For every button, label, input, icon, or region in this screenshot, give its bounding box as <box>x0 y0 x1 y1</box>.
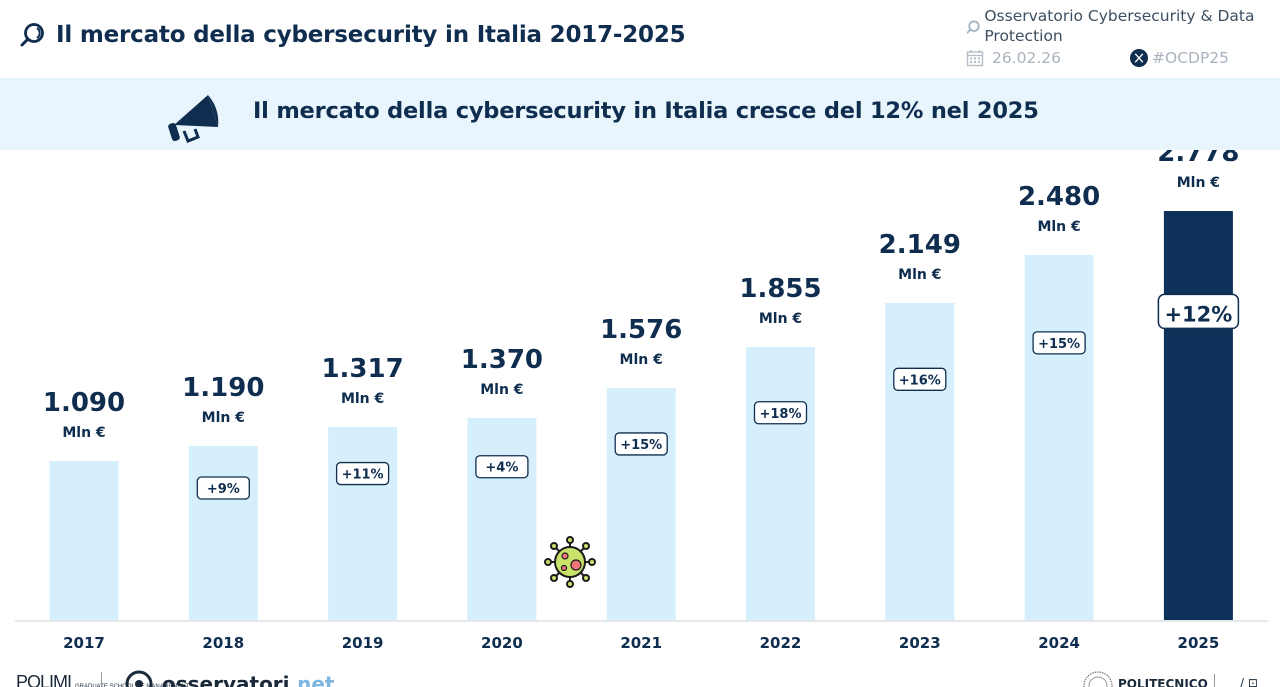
footer-divider <box>1214 674 1215 687</box>
bar-2021 <box>606 388 676 621</box>
growth-badge-2019 <box>335 461 390 486</box>
value-label-2017: 1.090 <box>43 388 125 418</box>
politecnico-seal-icon <box>1083 671 1113 687</box>
politecnico-text: POLITECNICO <box>1118 677 1208 687</box>
bar-2024 <box>1024 255 1094 621</box>
unit-label-2017: Mln € <box>62 425 105 441</box>
x-tick-label-2024: 2024 <box>1038 634 1080 652</box>
megaphone-icon <box>168 95 219 143</box>
event-date: 26.02.26 <box>992 49 1062 67</box>
growth-label-2025: +12% <box>1164 302 1232 326</box>
polimi-subtext: GRADUATE SCHOOL OF MANAGEMENT <box>75 684 190 687</box>
osservatori-text: osservatori <box>162 672 290 687</box>
unit-label-2022: Mln € <box>759 311 802 327</box>
value-label-2021: 1.576 <box>600 315 682 345</box>
growth-badge-2022 <box>753 401 808 425</box>
x-tick-label-2023: 2023 <box>899 634 941 652</box>
footer-divider <box>101 672 102 687</box>
title-group: Il mercato della cybersecurity in Italia… <box>20 22 686 48</box>
bar-chart: 1.090 Mln € 2017 1.190 Mln € 2018 +9% 1.317 Mln … <box>15 150 1268 652</box>
event-meta: Osservatorio Cybersecurity & Data Protec… <box>966 6 1266 67</box>
osservatori-logo: osservatori.net <box>124 669 335 687</box>
x-tick-label-2021: 2021 <box>620 634 662 652</box>
x-tick-label-2018: 2018 <box>202 634 244 652</box>
header: Il mercato della cybersecurity in Italia… <box>0 0 1280 78</box>
growth-label-2020: +4% <box>485 461 518 476</box>
growth-label-2018: +9% <box>207 482 240 497</box>
bar-2020 <box>467 418 537 621</box>
calendar-icon <box>966 50 984 67</box>
growth-badge-2020 <box>475 455 529 479</box>
unit-label-2018: Mln € <box>202 410 245 426</box>
polimi-logo: POLIMI GRADUATE SCHOOL OF MANAGEMENT <box>16 672 189 687</box>
growth-badge-2021 <box>614 432 668 456</box>
bar-2018 <box>188 446 258 621</box>
x-tick-label-2020: 2020 <box>481 634 523 652</box>
unit-label-2020: Mln € <box>480 382 523 398</box>
growth-badge-2025 <box>1157 293 1240 330</box>
polimi-text: POLIMI <box>16 672 72 687</box>
magnifier-icon <box>966 20 980 34</box>
x-tick-label-2022: 2022 <box>760 634 802 652</box>
x-logo-icon[interactable] <box>1130 49 1148 67</box>
unit-label-2019: Mln € <box>341 391 384 407</box>
growth-label-2023: +16% <box>899 373 941 388</box>
value-label-2023: 2.149 <box>879 230 961 260</box>
magnifier-icon <box>20 23 44 47</box>
growth-label-2024: +15% <box>1038 337 1080 352</box>
growth-badge-2018 <box>196 476 250 500</box>
bar-2019 <box>328 427 398 621</box>
bar-2022 <box>746 347 815 621</box>
value-label-2022: 1.855 <box>739 274 821 304</box>
growth-badge-2024 <box>1032 331 1086 355</box>
osservatori-tld: .net <box>289 672 335 687</box>
virus-icon <box>544 536 596 588</box>
growth-label-2022: +18% <box>759 407 801 422</box>
unit-label-2021: Mln € <box>620 352 663 368</box>
hashtag[interactable]: #OCDP25 <box>1152 49 1230 67</box>
page-title: Il mercato della cybersecurity in Italia… <box>56 22 686 48</box>
x-tick-label-2025: 2025 <box>1178 634 1220 652</box>
observatory-name: Osservatorio Cybersecurity & Data Protec… <box>984 7 1255 45</box>
unit-label-2023: Mln € <box>898 267 941 283</box>
osservatori-eye-icon <box>125 670 153 687</box>
growth-label-2019: +11% <box>342 468 384 483</box>
unit-label-2025: Mln € <box>1177 175 1220 191</box>
bar-2023 <box>885 303 955 621</box>
footer: POLIMI GRADUATE SCHOOL OF MANAGEMENT osse… <box>0 668 1280 687</box>
growth-label-2021: +15% <box>620 438 662 453</box>
value-label-2019: 1.317 <box>321 354 403 384</box>
x-tick-label-2017: 2017 <box>63 634 105 652</box>
value-label-2025: 2.778 <box>1157 150 1239 168</box>
bar-2025 <box>1163 211 1233 621</box>
value-label-2018: 1.190 <box>182 373 264 403</box>
corner-mark: / ⊡ <box>1240 676 1258 687</box>
headline-text: Il mercato della cybersecurity in Italia… <box>253 98 1039 124</box>
x-tick-label-2019: 2019 <box>342 634 384 652</box>
value-label-2020: 1.370 <box>461 345 543 375</box>
value-label-2024: 2.480 <box>1018 182 1100 212</box>
unit-label-2024: Mln € <box>1037 219 1080 235</box>
bar-2017 <box>49 461 119 621</box>
growth-badge-2023 <box>893 367 947 391</box>
